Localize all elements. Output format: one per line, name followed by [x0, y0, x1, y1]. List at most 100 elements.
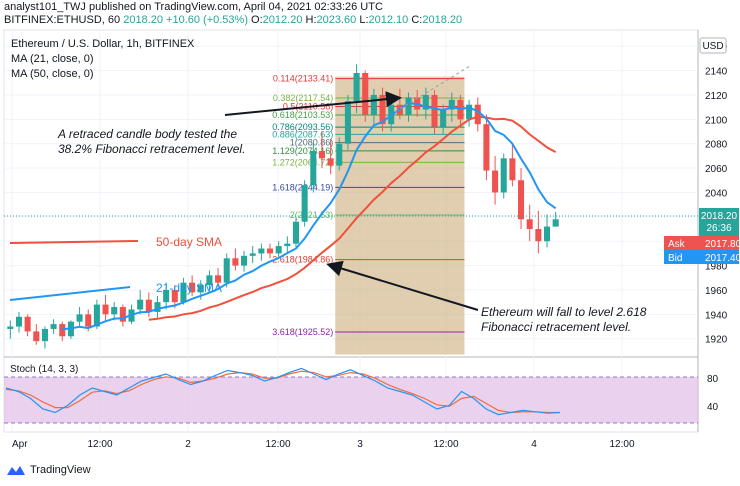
candle-body: [518, 180, 525, 220]
candle-body: [189, 282, 196, 293]
candle-body: [15, 316, 23, 327]
candle-body: [206, 275, 213, 286]
time-tick-label: 2: [185, 439, 191, 450]
legend-ma21: MA (21, close, 0): [11, 53, 94, 65]
ask-value: 2017.80: [705, 239, 740, 250]
open-value: 2012.20: [262, 14, 303, 26]
arrow-to-382: [224, 91, 402, 116]
candle-body: [292, 221, 300, 244]
candle-body: [41, 328, 48, 342]
fib-level-label: 3.618(1925.52): [272, 327, 333, 337]
candle-body: [76, 314, 83, 322]
fib-trend-line: [394, 65, 471, 113]
bid-value: 2017.40: [705, 253, 740, 264]
price-tick-label: 2040: [705, 188, 728, 199]
candle-body: [535, 229, 542, 242]
last-price-badge: [699, 208, 739, 236]
ma50-line: [148, 115, 557, 321]
candle-body: [422, 94, 429, 110]
candle-body: [180, 282, 187, 303]
candle-body: [379, 94, 386, 125]
price-tick-label: 1960: [705, 286, 728, 297]
fib-level-label: 1.272(2064.72): [272, 157, 333, 167]
candle-body: [284, 243, 291, 247]
price-tick-label: 1980: [705, 262, 728, 273]
stoch-tick-40: 40: [707, 402, 719, 413]
candle-body: [318, 151, 325, 159]
candle-body: [301, 185, 308, 222]
candle-body: [336, 143, 343, 166]
candle-body: [474, 104, 481, 125]
sma21-label: 21-day SMA: [156, 281, 222, 295]
high-label: H:: [305, 14, 317, 26]
right-annotation-line1: Ethereum will fall to level 2.618: [481, 305, 647, 319]
legend-title: Ethereum / U.S. Dollar, 1h, BITFINEX: [11, 38, 195, 50]
candle-body: [344, 101, 351, 144]
candle-body: [440, 109, 447, 127]
currency-label: USD: [702, 41, 723, 52]
stoch-label: Stoch (14, 3, 3): [10, 364, 78, 375]
candle-body: [431, 94, 438, 127]
candle-body: [102, 304, 109, 315]
candle-body: [24, 316, 31, 332]
candles: [7, 64, 559, 349]
time-tick-label: 12:00: [87, 439, 112, 450]
stoch-k-line: [5, 367, 561, 416]
price-tick-label: 1920: [705, 335, 728, 346]
price-tick-label: 2140: [705, 67, 728, 78]
time-tick-label: Apr: [12, 439, 28, 450]
candle-body: [171, 289, 178, 303]
candle-body: [85, 314, 92, 327]
close-label: C:: [411, 14, 423, 26]
fib-level-label: 0.114(2133.41): [273, 74, 333, 84]
candle-body: [197, 285, 204, 293]
time-tick-label: 12:00: [433, 439, 458, 450]
time-axis[interactable]: Apr 12:00 2 12:00 3 12:00 4 12:00: [12, 439, 635, 450]
bid-badge: [664, 250, 739, 264]
fib-level-label: 0.886(2087.63): [272, 129, 333, 139]
sma50-marker-line: [9, 240, 139, 244]
fib-level-label: 2.618(1984.86): [272, 255, 333, 265]
bid-label: Bid: [668, 253, 682, 264]
price-tick-label: 2080: [705, 140, 728, 151]
time-tick-label: 4: [531, 439, 537, 450]
stoch-band: [4, 377, 698, 423]
sma50-label: 50-day SMA: [156, 235, 222, 249]
candle-body: [50, 324, 57, 329]
candle-body: [370, 94, 377, 115]
last-price: 2018.20: [123, 14, 163, 26]
high-value: 2023.60: [316, 14, 357, 26]
stoch-d-line: [5, 370, 560, 414]
ma21-line: [62, 101, 557, 331]
publish-info: analyst101_TWJ published on TradingView.…: [4, 1, 383, 13]
left-annotation-line1: A retraced candle body tested the: [57, 127, 237, 141]
arrow-to-2618: [326, 260, 479, 311]
time-tick-label: 3: [357, 439, 363, 450]
candle-body: [327, 158, 334, 166]
candle-body: [7, 326, 14, 329]
stoch-tick-80: 80: [707, 374, 719, 385]
footer: TradingView: [6, 464, 91, 476]
price-axis[interactable]: 1920194019601980200020202040206020802100…: [705, 42, 728, 346]
close-value: 2018.20: [422, 14, 463, 26]
symbol-ohlc-line: BITFINEX:ETHUSD, 60 2018.20 +10.60 (+0.5…: [4, 14, 462, 26]
candle-body: [241, 255, 248, 266]
candle-body: [448, 99, 455, 110]
price-tick-label: 2060: [705, 164, 728, 175]
legend-ma50: MA (50, close, 0): [11, 68, 94, 80]
price-change: +10.60 (+0.53%): [166, 14, 248, 26]
candle-body: [492, 170, 499, 193]
last-price-badge-value: 2018.20: [701, 211, 738, 222]
time-tick-label: 12:00: [609, 439, 634, 450]
candle-body: [215, 275, 222, 283]
candle-body: [111, 307, 118, 315]
currency-badge[interactable]: [699, 37, 727, 54]
candle-body: [145, 299, 152, 312]
candle-body: [258, 248, 265, 254]
candle-body: [119, 307, 126, 322]
candle-body: [353, 73, 360, 102]
candle-body: [59, 324, 66, 337]
price-tick-label: 2100: [705, 115, 728, 126]
candle-body: [163, 289, 170, 303]
